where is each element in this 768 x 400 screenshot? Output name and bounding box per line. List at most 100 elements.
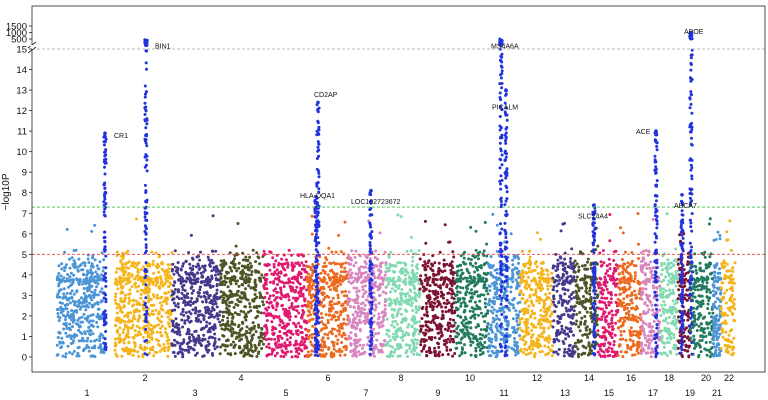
snp-point: [113, 298, 117, 302]
snp-point: [284, 344, 288, 347]
snp-point: [573, 259, 577, 263]
snp-point: [196, 337, 200, 340]
snp-point: [328, 301, 332, 305]
snp-point: [452, 318, 455, 322]
snp-point: [90, 298, 94, 302]
snp-point: [146, 287, 150, 291]
snp-point: [249, 328, 253, 332]
snp-point: [181, 355, 185, 359]
snp-point: [238, 328, 242, 332]
snp-point: [174, 317, 178, 321]
snp-point: [453, 352, 457, 355]
snp-point: [278, 330, 282, 334]
snp-point: [322, 276, 326, 280]
snp-point: [554, 331, 558, 335]
chromosome-3-points: [170, 214, 222, 359]
snp-point: [471, 333, 475, 337]
snp-point: [415, 271, 419, 275]
snp-point: [257, 323, 260, 327]
snp-point: [81, 336, 84, 340]
snp-point: [238, 295, 242, 299]
snp-point: [336, 284, 340, 288]
snp-point: [604, 272, 608, 276]
snp-point: [258, 262, 262, 266]
points-layer: [55, 212, 737, 359]
snp-point: [206, 350, 210, 354]
snp-point: [502, 264, 506, 268]
snp-point: [598, 335, 602, 339]
snp-point: [170, 320, 174, 323]
snp-point: [510, 346, 514, 350]
snp-point: [614, 293, 618, 297]
snp-point: [140, 288, 144, 292]
snp-point: [118, 339, 122, 343]
snp-point: [115, 311, 119, 315]
snp-point: [440, 305, 444, 309]
snp-point: [179, 312, 183, 316]
snp-point: [614, 313, 618, 317]
snp-point: [93, 258, 97, 262]
snp-point: [511, 263, 515, 267]
snp-point: [64, 324, 68, 328]
snp-point: [424, 241, 428, 245]
snp-point: [411, 255, 415, 259]
snp-point: [248, 341, 252, 345]
snp-point: [63, 250, 67, 254]
snp-point: [374, 305, 378, 309]
snp-point: [377, 268, 381, 272]
snp-point: [410, 301, 414, 305]
snp-point: [544, 298, 548, 302]
snp-point: [149, 277, 153, 281]
snp-point: [229, 330, 233, 333]
snp-point: [485, 254, 489, 258]
snp-point: [262, 249, 266, 253]
snp-point: [477, 345, 481, 349]
snp-point: [390, 323, 394, 327]
snp-point: [233, 323, 237, 327]
snp-point: [284, 314, 288, 318]
snp-point: [57, 282, 61, 286]
snp-point: [297, 321, 301, 325]
snp-point: [64, 263, 68, 267]
snp-point: [250, 354, 254, 358]
snp-point: [68, 322, 72, 326]
snp-point: [607, 291, 610, 295]
snp-point: [459, 337, 463, 341]
snp-point: [226, 320, 230, 323]
snp-point: [96, 282, 100, 286]
snp-point: [533, 353, 537, 357]
snp-point: [295, 332, 299, 336]
snp-point: [449, 348, 452, 352]
snp-point: [286, 350, 290, 354]
chromosome-5-points: [262, 248, 309, 359]
snp-point: [532, 325, 536, 329]
snp-point: [456, 307, 460, 311]
snp-point: [612, 281, 616, 285]
snp-point: [567, 344, 571, 348]
snp-point: [364, 254, 368, 258]
snp-point: [528, 345, 532, 348]
snp-point: [292, 321, 295, 325]
snp-point: [150, 330, 154, 334]
snp-point: [60, 336, 64, 340]
snp-point: [265, 287, 269, 291]
snp-point: [542, 314, 545, 318]
snp-point: [374, 249, 378, 253]
snp-point: [334, 287, 338, 291]
snp-point: [424, 323, 428, 327]
snp-point: [343, 220, 347, 224]
snp-point: [311, 299, 315, 303]
snp-point: [420, 349, 424, 353]
snp-point: [136, 289, 140, 293]
snp-point: [233, 311, 237, 315]
snp-point: [545, 295, 549, 299]
snp-point: [172, 350, 175, 354]
snp-point: [481, 252, 485, 256]
snp-point: [541, 335, 545, 339]
snp-point: [72, 349, 76, 353]
snp-point: [548, 320, 552, 324]
snp-point: [170, 293, 174, 297]
snp-point: [360, 280, 364, 284]
snp-point: [64, 295, 68, 299]
snp-point: [300, 340, 303, 344]
